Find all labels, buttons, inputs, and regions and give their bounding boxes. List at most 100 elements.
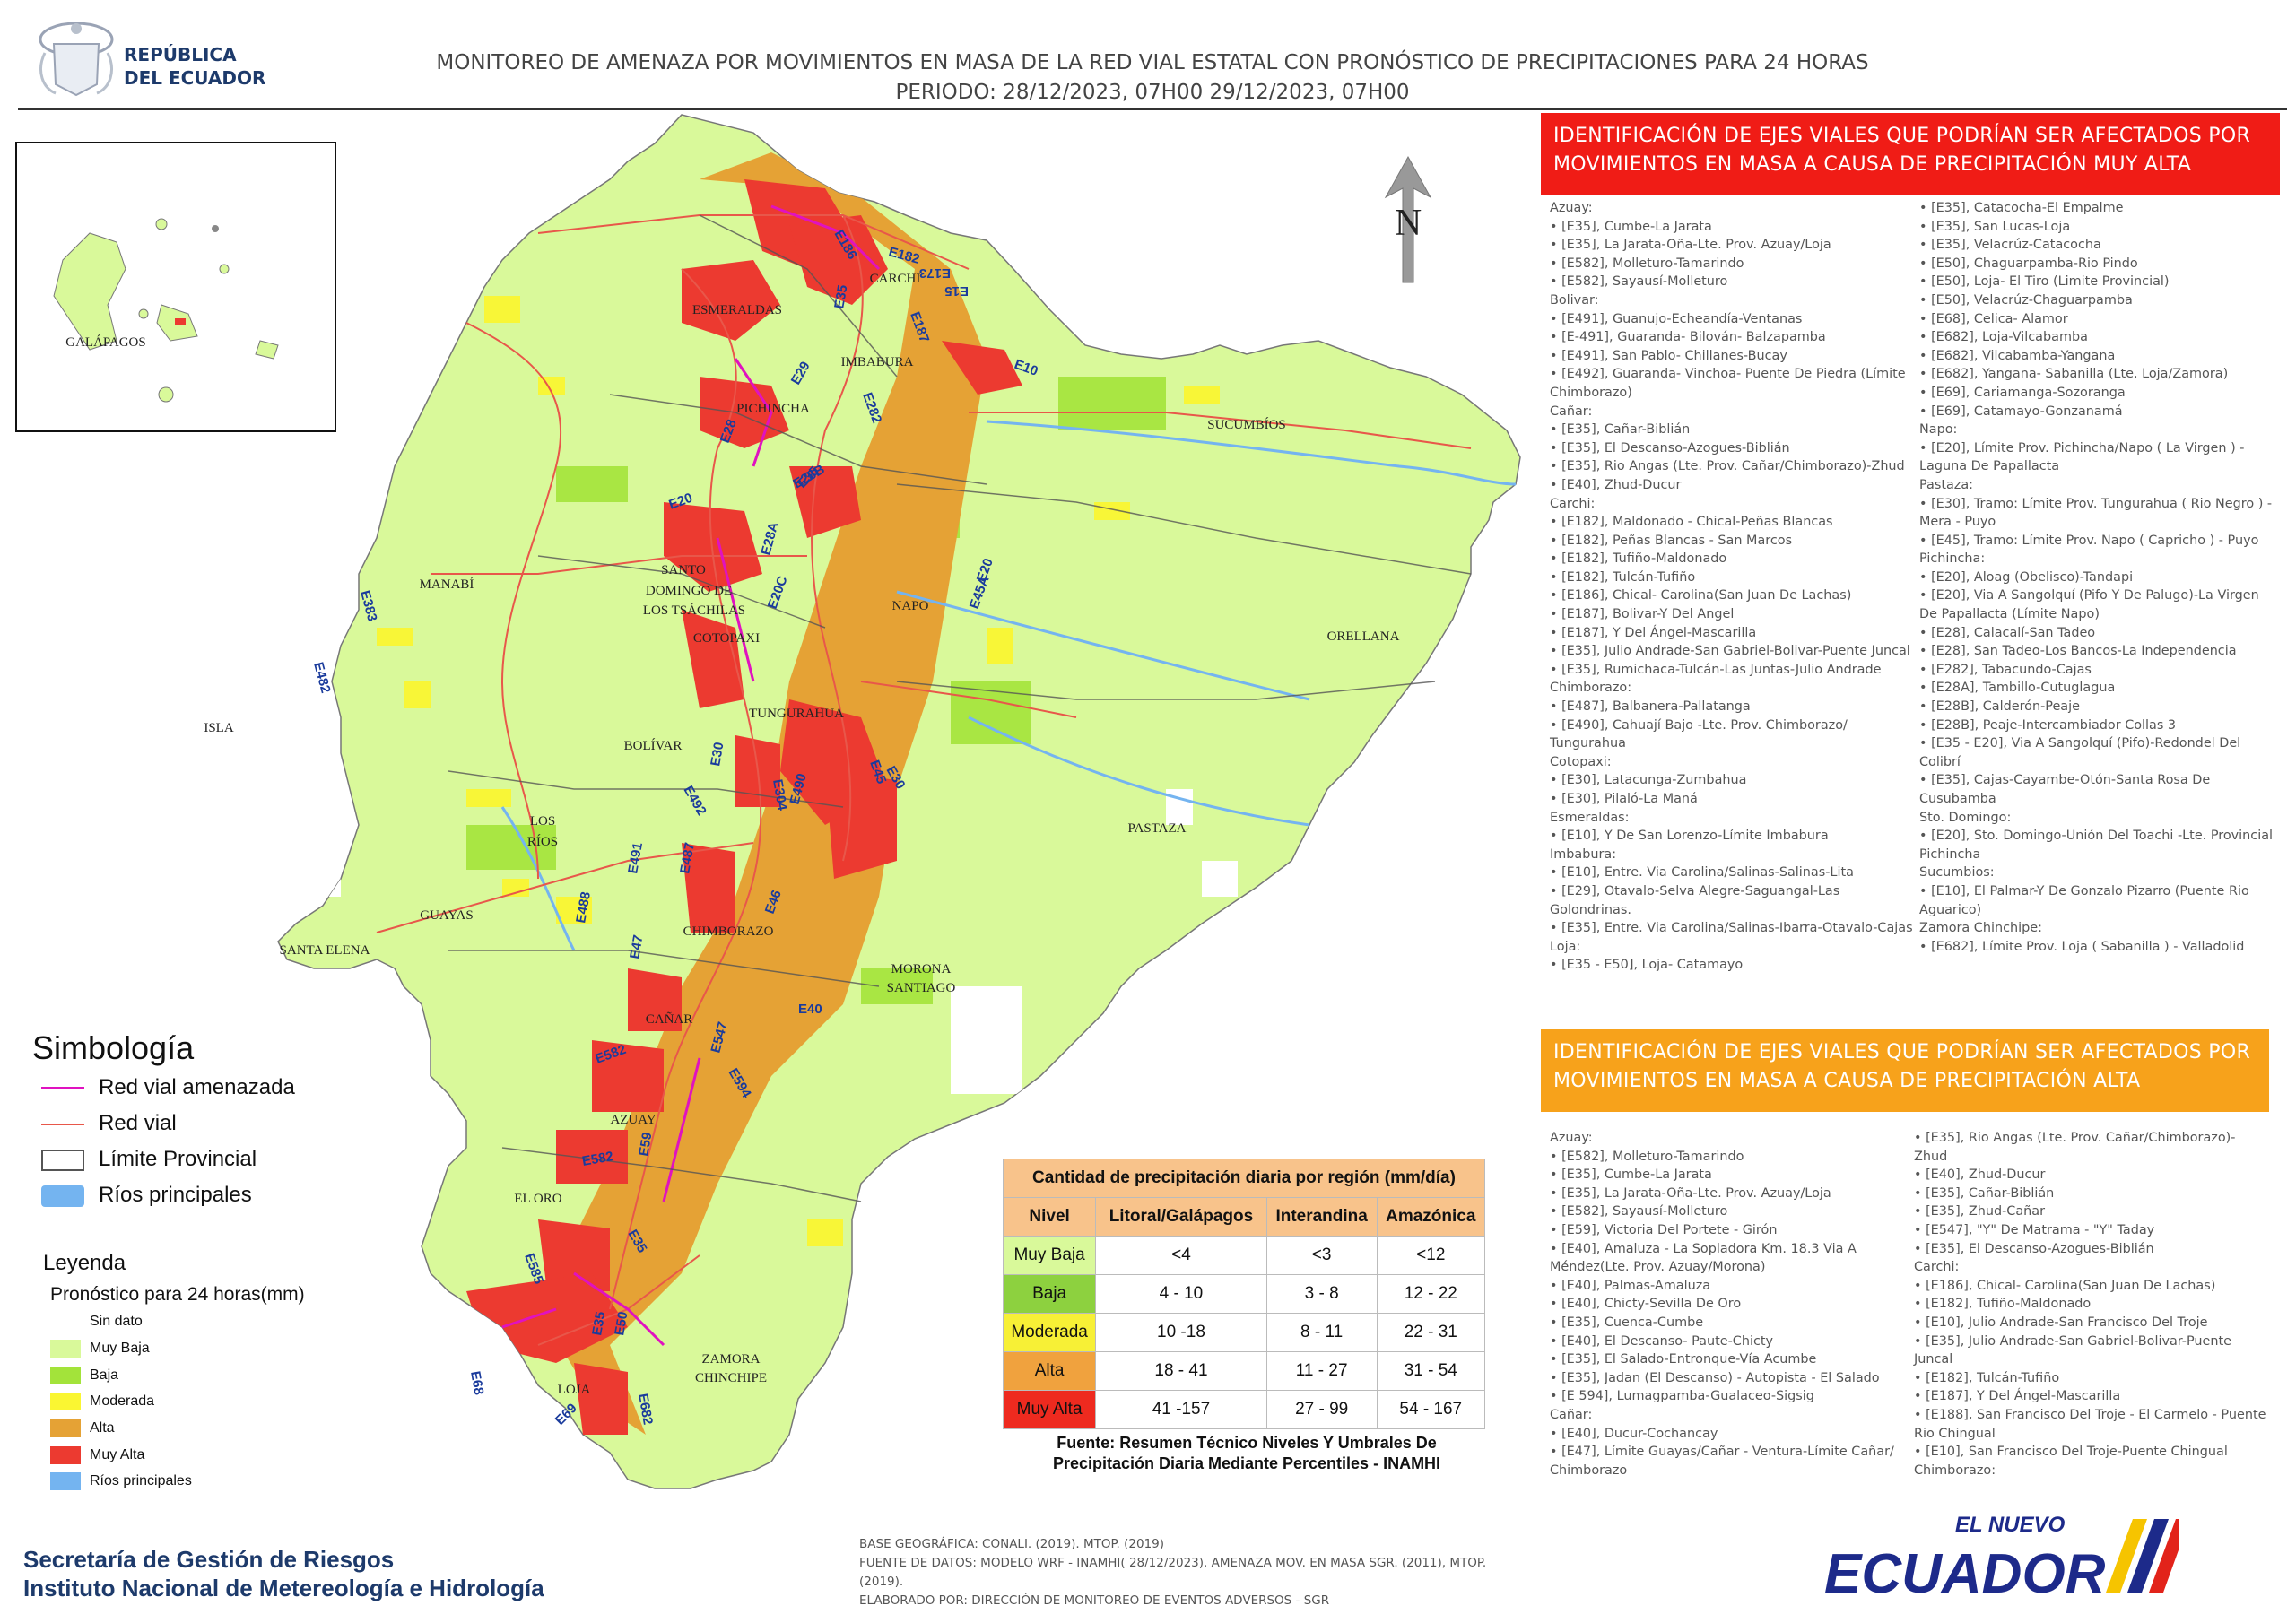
list-item: • [E35], El Descanso-Azogues-Biblián	[1914, 1241, 2154, 1256]
road-label: E582	[581, 1149, 614, 1169]
road-label: E40	[798, 1002, 822, 1017]
legend-level: Sin dato	[50, 1313, 143, 1334]
list-item: • [E35], El Descanso-Azogues-Biblián	[1550, 440, 1790, 456]
list-item: • [E182], Tulcán-Tufiño	[1914, 1370, 2060, 1385]
level-swatch	[50, 1446, 81, 1464]
province-label: CAÑAR	[646, 1012, 693, 1027]
muy-alta-list-col1: Azuay: • [E35], Cumbe-La Jarata • [E35], L…	[1550, 199, 1914, 975]
source-line: FUENTE DE DATOS: MODELO WRF - INAMHI( 28…	[859, 1556, 1487, 1589]
list-item: • [E186], Chical- Carolina(San Juan De L…	[1550, 588, 1852, 603]
list-item: Zamora Chinchipe:	[1919, 921, 2042, 936]
list-item: • [E35], Cumbe-La Jarata	[1550, 219, 1712, 234]
page-title: MONITOREO DE AMENAZA POR MOVIMIENTOS EN …	[359, 48, 1946, 108]
list-item: • [E28B], Peaje-Intercambiador Collas 3	[1919, 717, 2177, 733]
list-item: • [E547], "Y" De Matrama - "Y" Taday	[1914, 1222, 2155, 1237]
legend-item: Red vial	[41, 1111, 177, 1141]
legend-item: Ríos principales	[41, 1183, 252, 1213]
list-item: • [E35], La Jarata-Oña-Lte. Prov. Azuay/…	[1550, 1185, 1831, 1201]
list-item: • [E20], Aloag (Obelisco)-Tandapi	[1919, 569, 2134, 585]
table-cell: 12 - 22	[1376, 1274, 1486, 1314]
list-item: • [E188], San Francisco Del Troje - El C…	[1914, 1407, 2266, 1441]
table-cell: <3	[1265, 1236, 1378, 1275]
province-label: IMBABURA	[841, 355, 914, 369]
list-item: • [E35], Julio Andrade-San Gabriel-Boliv…	[1914, 1333, 2232, 1367]
leyenda-title: Leyenda	[43, 1251, 126, 1275]
level-swatch	[50, 1472, 81, 1490]
province-label: ESMERALDAS	[692, 303, 782, 317]
road-label: E487	[677, 841, 698, 874]
road-label: E682	[635, 1393, 656, 1426]
list-item: • [E30], Tramo: Límite Prov. Tungurahua …	[1919, 496, 2273, 530]
province-labels: CARCHI ESMERALDAS IMBABURA PICHINCHA SUC…	[204, 272, 1399, 1397]
list-item: • [E187], Bolivar-Y Del Angel	[1550, 607, 1735, 622]
list-item: • [E35], Catacocha-El Empalme	[1919, 201, 2124, 215]
road-label: E15	[944, 283, 969, 299]
list-item: • [E10], San Francisco Del Troje-Puente …	[1914, 1445, 2228, 1460]
province-label: PASTAZA	[1128, 821, 1187, 836]
road-label: E50	[612, 1310, 631, 1336]
table-title: Cantidad de precipitación diaria por reg…	[1003, 1159, 1485, 1198]
road-label: E35	[831, 283, 850, 309]
list-item: • [E40], Zhud-Ducur	[1914, 1167, 2046, 1183]
org-inamhi: Instituto Nacional de Metereología e Hid…	[23, 1575, 544, 1601]
list-item: • [E10], El Palmar-Y De Gonzalo Pizarro …	[1919, 883, 2249, 917]
list-item: Chimborazo:	[1550, 681, 1632, 696]
list-item: • [E35], Velacrúz-Catacocha	[1919, 238, 2101, 253]
list-item: • [E59], Victoria Del Portete - Girón	[1550, 1222, 1778, 1237]
alta-list-col2: • [E35], Rio Angas (Lte. Prov. Cañar/Chi…	[1914, 1129, 2273, 1480]
hazard-zones	[305, 152, 1238, 1435]
list-item: • [E492], Guaranda- Vinchoa- Puente De P…	[1550, 367, 1906, 400]
province-label: SUCUMBÍOS	[1207, 417, 1286, 432]
list-item: • [E-491], Guaranda- Bilován- Balzapamba	[1550, 330, 1826, 345]
list-item: Pichincha:	[1919, 551, 1986, 567]
list-item: • [E187], Y Del Ángel-Mascarilla	[1914, 1389, 2121, 1404]
list-item: • [E582], Sayausí-Molleturo	[1550, 1204, 1728, 1219]
table-cell: <12	[1376, 1236, 1486, 1275]
list-item: Imbabura:	[1550, 846, 1617, 862]
list-item: Chimborazo:	[1914, 1462, 1996, 1478]
province-label: LOS TSÁCHILAS	[643, 603, 745, 618]
title-line1: MONITOREO DE AMENAZA POR MOVIMIENTOS EN …	[436, 51, 1869, 74]
list-item: • [E582], Sayausí-Molleturo	[1550, 274, 1728, 290]
province-label: TUNGURAHUA	[749, 707, 844, 721]
list-item: Sto. Domingo:	[1919, 810, 2012, 825]
list-item: Carchi:	[1550, 496, 1596, 511]
list-item: • [E10], Julio Andrade-San Francisco Del…	[1914, 1315, 2208, 1330]
list-item: • [E50], Loja- El Tiro (Limite Provincia…	[1919, 274, 2170, 290]
road-label: E68	[467, 1370, 486, 1396]
alta-list-col1: Azuay: • [E582], Molleturo-Tamarindo • [E3…	[1550, 1129, 1914, 1480]
list-item: • [E35], Julio Andrade-San Gabriel-Boliv…	[1550, 644, 1910, 659]
galapagos-label: GALÁPAGOS	[65, 334, 145, 350]
legend-level: Muy Baja	[50, 1340, 150, 1361]
province-label: LOS	[530, 814, 555, 829]
table-row: Muy Baja <4 <3 <12	[1002, 1236, 1486, 1275]
list-item: • [E182], Peñas Blancas - San Marcos	[1550, 533, 1793, 548]
list-item: Cotopaxi:	[1550, 754, 1612, 769]
list-item: • [E35], La Jarata-Oña-Lte. Prov. Azuay/…	[1550, 238, 1831, 253]
province-label: CARCHI	[870, 272, 921, 286]
list-item: • [E487], Balbanera-Pallatanga	[1550, 699, 1751, 715]
list-item: • [E40], Palmas-Amaluza	[1550, 1278, 1711, 1293]
list-item: Sucumbios:	[1919, 865, 1995, 881]
source-line: BASE GEOGRÁFICA: CONALI. (2019). MTOP. (…	[859, 1537, 1165, 1551]
list-item: • [E187], Y Del Ángel-Mascarilla	[1550, 625, 1757, 640]
road-label: E47	[627, 933, 646, 959]
table-header: Litoral/Galápagos	[1095, 1197, 1267, 1237]
list-item: • [E28], Calacalí-San Tadeo	[1919, 625, 2096, 640]
table-row: Baja 4 - 10 3 - 8 12 - 22	[1002, 1274, 1486, 1314]
list-item: • [E40], Chicty-Sevilla De Oro	[1550, 1297, 1742, 1312]
province-label: SANTIAGO	[887, 981, 956, 995]
road-label: E304	[770, 778, 790, 812]
list-item: • [E35], Zhud-Cañar	[1914, 1204, 2045, 1219]
list-item: • [E45], Tramo: Límite Prov. Napo ( Capr…	[1919, 533, 2259, 548]
province-label: CHINCHIPE	[695, 1371, 767, 1385]
province-label: ISLA	[204, 721, 234, 735]
logo-main: ECUADOR	[1824, 1543, 2106, 1605]
province-label: AZUAY	[610, 1113, 656, 1127]
road-label: E491	[625, 841, 646, 874]
list-item: Loja:	[1550, 939, 1581, 954]
province-label: DOMINGO DE	[646, 584, 732, 598]
table-row: Muy Alta 41 -157 27 - 99 54 - 167	[1002, 1390, 1486, 1429]
road-label: E35	[589, 1310, 608, 1336]
table-cell: 22 - 31	[1376, 1313, 1486, 1352]
